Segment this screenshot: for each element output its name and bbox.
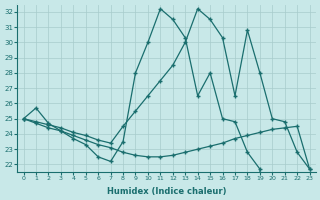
X-axis label: Humidex (Indice chaleur): Humidex (Indice chaleur) bbox=[107, 187, 226, 196]
